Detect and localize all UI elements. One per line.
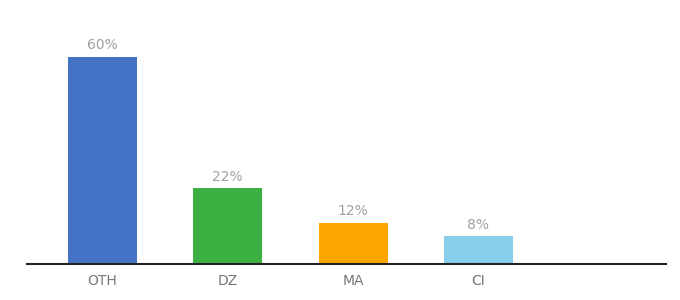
Bar — [68, 56, 137, 264]
Text: 8%: 8% — [467, 218, 490, 232]
Text: 60%: 60% — [87, 38, 118, 52]
Text: 12%: 12% — [338, 204, 369, 218]
Bar — [319, 223, 388, 264]
Bar — [444, 236, 513, 264]
Bar — [193, 188, 262, 264]
Text: 22%: 22% — [212, 170, 243, 184]
